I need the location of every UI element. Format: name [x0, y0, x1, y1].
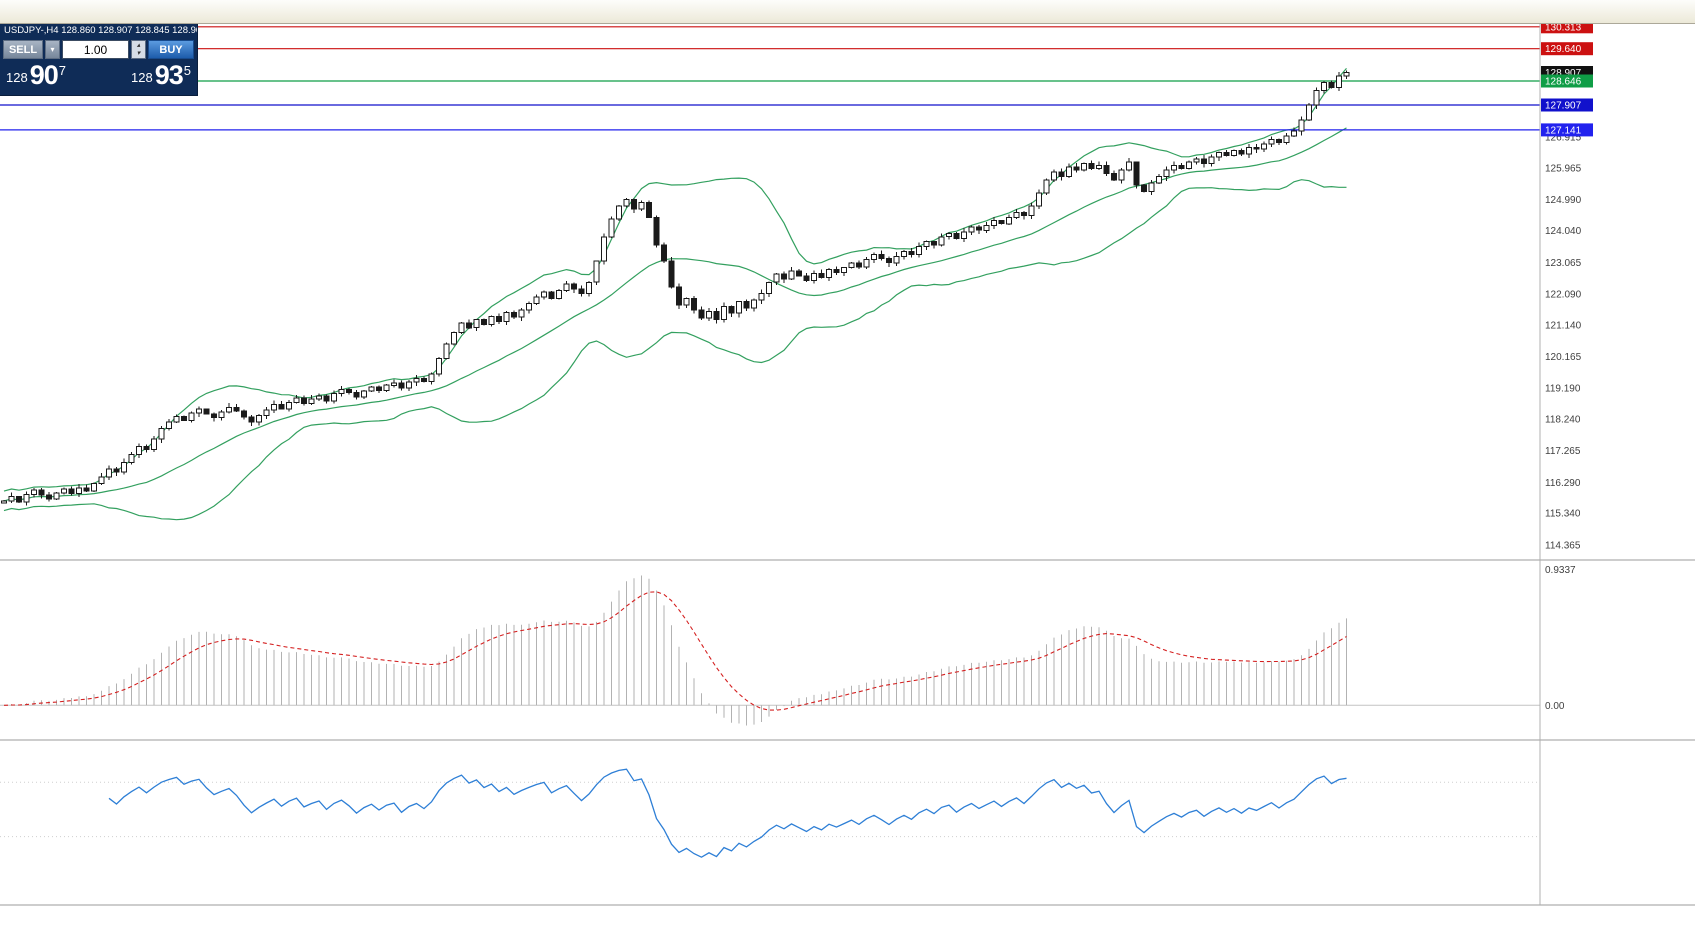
svg-text:122.090: 122.090 — [1545, 289, 1582, 300]
svg-text:115.340: 115.340 — [1545, 509, 1581, 520]
lot-spinner[interactable]: ▴ ▾ — [131, 40, 146, 59]
svg-text:127.141: 127.141 — [1545, 125, 1582, 136]
svg-text:128.907: 128.907 — [1545, 68, 1582, 79]
one-click-controls: SELL ▾ ▴ ▾ BUY — [0, 38, 197, 60]
price-axis-box — [1541, 98, 1593, 112]
bid-ask-quotes: 128 90 7 128 93 5 — [0, 60, 197, 95]
symbol-timeframe-label: USDJPY-,H4 — [4, 25, 59, 36]
rsi-pane — [0, 768, 1540, 858]
bollinger-middle-line — [3, 127, 1347, 502]
lot-size-input[interactable] — [62, 40, 129, 59]
svg-text:129.640: 129.640 — [1545, 44, 1582, 55]
svg-text:127.907: 127.907 — [1545, 100, 1582, 111]
svg-text:121.140: 121.140 — [1545, 320, 1582, 331]
sell-button[interactable]: SELL — [3, 40, 43, 59]
svg-text:0.9337: 0.9337 — [1545, 565, 1576, 576]
chart-title-ohlc: USDJPY-,H4 128.860 128.907 128.845 128.9… — [0, 24, 197, 38]
rsi-line — [108, 768, 1347, 858]
one-click-trading-panel: USDJPY-,H4 128.860 128.907 128.845 128.9… — [0, 24, 197, 95]
price-axis[interactable]: 126.915 125.965 124.990 124.040 123.065 122.0… — [1541, 20, 1593, 551]
svg-text:123.065: 123.065 — [1545, 258, 1582, 269]
horizontal-line-objects — [0, 26, 1540, 131]
spin-up-icon[interactable]: ▴ — [136, 41, 141, 49]
price-axis-box — [1541, 74, 1593, 88]
macd-pane — [0, 575, 1540, 726]
svg-text:117.265: 117.265 — [1545, 446, 1581, 457]
price-axis-box — [1541, 123, 1593, 137]
buy-button[interactable]: BUY — [148, 40, 194, 59]
svg-text:120.165: 120.165 — [1545, 352, 1582, 363]
svg-text:119.190: 119.190 — [1545, 384, 1581, 395]
bollinger-lower-line — [3, 179, 1347, 521]
svg-text:128.646: 128.646 — [1545, 76, 1582, 87]
macd-axis: 0.9337 0.00 — [1545, 565, 1576, 712]
ask-price: 128 93 5 — [131, 60, 191, 90]
svg-text:130.313: 130.313 — [1545, 22, 1582, 33]
svg-text:125.965: 125.965 — [1545, 164, 1582, 175]
svg-text:124.990: 124.990 — [1545, 195, 1582, 206]
svg-text:126.915: 126.915 — [1545, 133, 1582, 144]
price-axis-box — [1541, 42, 1593, 56]
svg-text:116.290: 116.290 — [1545, 478, 1581, 489]
sell-options-dropdown-icon[interactable]: ▾ — [45, 40, 60, 59]
svg-text:0.00: 0.00 — [1545, 701, 1565, 712]
macd-signal-line — [3, 591, 1347, 711]
spin-down-icon[interactable]: ▾ — [136, 49, 141, 57]
candles-layer — [1, 70, 1350, 506]
svg-text:114.365: 114.365 — [1545, 540, 1581, 551]
bid-price: 128 90 7 — [6, 60, 66, 90]
svg-text:118.240: 118.240 — [1545, 415, 1581, 426]
toolbar — [0, 0, 1695, 24]
bollinger-upper-line — [3, 68, 1347, 492]
bollinger-bands — [3, 68, 1347, 521]
ohlc-values: 128.860 128.907 128.845 128.907 — [61, 25, 197, 36]
svg-text:124.040: 124.040 — [1545, 226, 1582, 237]
